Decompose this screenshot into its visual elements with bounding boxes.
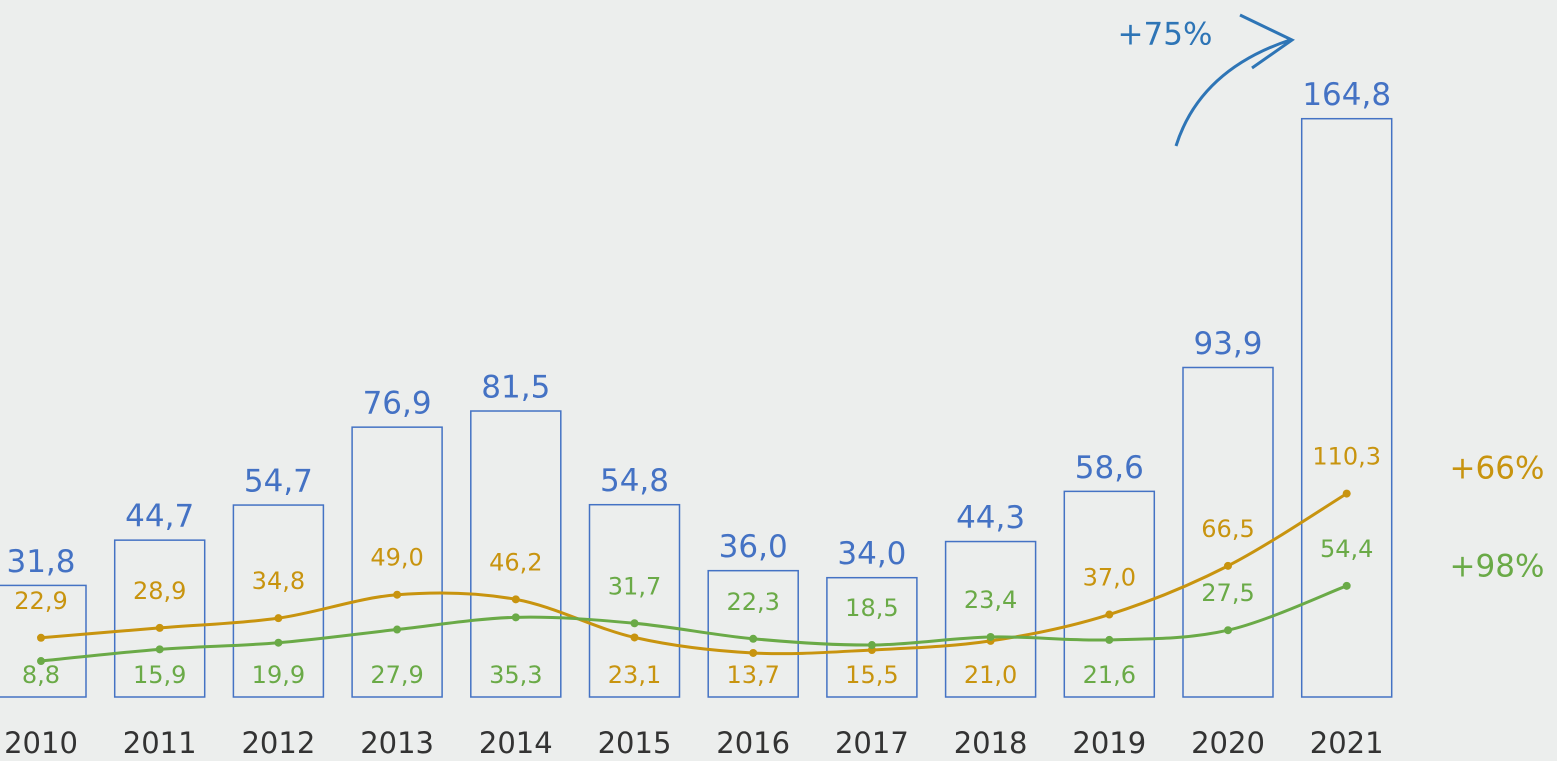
bar xyxy=(1063,490,1156,698)
line-point xyxy=(1105,635,1114,644)
annotation: +98% xyxy=(1450,549,1545,585)
line-point xyxy=(1224,626,1232,635)
line-value-label: 23,4 xyxy=(964,586,1017,614)
x-tick-label: 2014 xyxy=(479,726,553,760)
line-point xyxy=(155,623,164,632)
line-point xyxy=(749,634,758,643)
bar xyxy=(232,504,325,698)
line-value-label: 35,3 xyxy=(489,661,542,689)
line-point xyxy=(37,633,45,642)
line-value-label: 66,5 xyxy=(1201,515,1254,543)
x-tick-label: 2015 xyxy=(598,726,672,760)
bar xyxy=(351,426,443,698)
bar-value-label: 54,7 xyxy=(244,464,313,500)
line-point xyxy=(1224,561,1232,570)
line-value-label: 37,0 xyxy=(1083,564,1136,592)
line-point xyxy=(867,641,876,650)
line-point xyxy=(37,657,45,666)
x-tick-label: 2013 xyxy=(360,726,434,760)
x-tick-label: 2018 xyxy=(954,726,1028,760)
x-tick-label: 2019 xyxy=(1072,726,1146,760)
line-value-label: 21,6 xyxy=(1083,661,1136,689)
bar xyxy=(1300,117,1393,698)
bar-value-label: 54,8 xyxy=(600,463,669,499)
line-value-label: 46,2 xyxy=(489,548,542,576)
line-point xyxy=(630,633,639,642)
growth-arrow xyxy=(1174,13,1295,147)
x-tick-label: 2016 xyxy=(716,726,790,760)
x-tick-label: 2017 xyxy=(835,726,909,760)
line-value-label: 8,8 xyxy=(22,661,60,689)
line-point xyxy=(274,614,283,623)
bar-value-label: 164,8 xyxy=(1302,77,1391,113)
bar-value-label: 58,6 xyxy=(1075,450,1144,486)
bar xyxy=(944,540,1037,698)
line-value-label: 13,7 xyxy=(726,661,779,689)
line-value-label: 22,9 xyxy=(14,587,67,615)
line-value-label: 19,9 xyxy=(252,661,305,689)
line-value-label: 31,7 xyxy=(608,572,661,600)
line-value-label: 18,5 xyxy=(845,594,898,622)
line-point xyxy=(511,595,520,604)
bar-value-label: 44,3 xyxy=(956,500,1025,536)
x-tick-label: 2010 xyxy=(4,726,78,760)
bar-value-label: 34,0 xyxy=(837,536,906,572)
line-value-label: 22,3 xyxy=(726,588,779,616)
bar xyxy=(1182,366,1274,698)
bar xyxy=(113,539,206,698)
line-value-label: 27,5 xyxy=(1201,579,1254,607)
line-value-label: 28,9 xyxy=(133,577,186,605)
line-point xyxy=(511,613,520,622)
bar-value-label: 93,9 xyxy=(1193,326,1262,362)
line-value-label: 23,1 xyxy=(608,661,661,689)
x-tick-label: 2012 xyxy=(241,726,315,760)
line-value-label: 15,9 xyxy=(133,661,186,689)
annotation: +66% xyxy=(1450,451,1545,487)
line-point xyxy=(986,632,995,641)
x-tick-label: 2011 xyxy=(123,726,197,760)
line-point xyxy=(393,590,402,599)
line-point xyxy=(630,619,639,628)
line-point xyxy=(749,648,758,657)
bar xyxy=(826,576,918,698)
bar-value-label: 81,5 xyxy=(481,370,550,406)
bar-value-label: 36,0 xyxy=(719,529,788,565)
bar-value-label: 76,9 xyxy=(363,386,432,422)
line xyxy=(40,584,1348,663)
bar-value-label: 31,8 xyxy=(6,544,75,580)
x-tick-label: 2020 xyxy=(1191,726,1265,760)
line-point xyxy=(155,645,164,654)
line-value-label: 110,3 xyxy=(1312,443,1381,471)
bar xyxy=(470,410,562,698)
x-tick-label: 2021 xyxy=(1310,726,1384,760)
annotation: +75% xyxy=(1118,17,1213,53)
line-point xyxy=(393,625,402,634)
line-point xyxy=(1342,489,1351,498)
line-value-label: 21,0 xyxy=(964,661,1017,689)
line-value-label: 49,0 xyxy=(370,544,423,572)
line-point xyxy=(1342,581,1351,590)
line-point xyxy=(274,638,283,647)
line-point xyxy=(1105,610,1114,619)
line-value-label: 34,8 xyxy=(252,567,305,595)
bar xyxy=(588,503,681,698)
bar xyxy=(0,584,87,698)
line-value-label: 54,4 xyxy=(1320,535,1373,563)
line-value-label: 15,5 xyxy=(845,661,898,689)
bar-value-label: 44,7 xyxy=(125,499,194,535)
line-value-label: 27,9 xyxy=(370,661,423,689)
